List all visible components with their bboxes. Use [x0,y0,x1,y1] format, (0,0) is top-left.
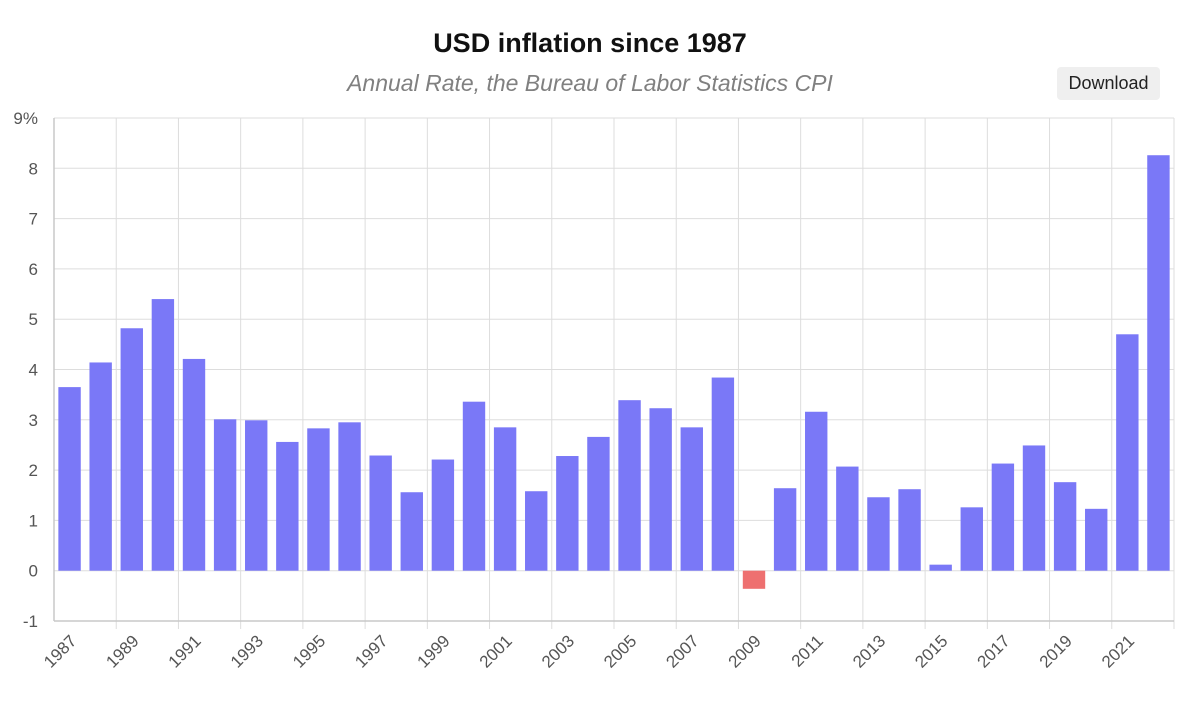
bar-1999 [431,459,455,571]
bar-2004 [587,436,610,571]
bar-2015 [929,564,952,571]
bar-2008 [711,377,735,571]
x-tick-label: 1989 [102,631,142,671]
bar-2010 [773,488,797,571]
x-tick-label: 2013 [849,631,889,671]
bar-2012 [836,466,859,571]
bar-2002 [525,491,548,571]
bar-1995 [307,428,330,571]
bar-2001 [493,427,517,571]
bar-1994 [276,441,299,571]
bar-2006 [649,408,672,571]
bar-1997 [369,455,392,571]
y-tick-label: 0 [29,562,38,581]
x-tick-label: 2005 [600,631,640,671]
bar-2014 [898,489,921,571]
x-tick-label: 2019 [1036,631,1076,671]
bar-2005 [618,400,641,571]
bar-2017 [991,463,1015,571]
x-tick-label: 2017 [974,631,1014,671]
bar-1988 [89,362,112,571]
x-tick-label: 2011 [788,631,827,670]
bar-2016 [960,507,983,571]
bar-1990 [151,299,175,571]
x-tick-label: 2009 [725,631,765,671]
x-tick-label: 1999 [414,631,454,671]
bar-1996 [338,422,361,571]
y-tick-label: 4 [29,361,38,380]
x-tick-label: 2007 [662,631,702,671]
bar-1987 [58,387,81,571]
bar-1991 [182,358,206,571]
y-tick-label: 2 [29,461,38,480]
x-tick-label: 1993 [227,631,267,671]
x-tick-label: 2021 [1098,631,1138,671]
bar-2011 [805,411,828,571]
y-tick-label: 7 [29,210,38,229]
y-tick-label: 5 [29,310,38,329]
bars [58,155,1170,589]
bar-2018 [1022,445,1046,571]
y-tick-label: 1 [29,511,38,530]
x-tick-label: 2015 [911,631,951,671]
x-tick-label: 1991 [165,631,205,671]
x-tick-label: 1995 [289,631,329,671]
bar-2000 [462,401,486,571]
y-tick-label: 9% [13,109,38,128]
bar-2013 [867,497,890,571]
bar-2007 [680,427,703,571]
chart-subtitle: Annual Rate, the Bureau of Labor Statist… [347,70,833,96]
bar-1992 [213,419,237,571]
bar-2019 [1053,482,1077,571]
y-tick-label: 8 [29,159,38,178]
x-tick-label: 1997 [351,631,391,671]
x-tick-label: 2003 [538,631,578,671]
bar-1989 [120,328,143,571]
bar-1998 [400,492,423,571]
y-tick-label: -1 [23,612,38,631]
y-tick-label: 3 [29,411,38,430]
x-tick-label: 1987 [40,631,80,671]
bar-2009 [742,570,766,589]
bar-2022 [1147,155,1170,571]
bar-2020 [1085,508,1108,571]
y-tick-label: 6 [29,260,38,279]
download-button[interactable]: Download [1057,67,1160,100]
bar-2021 [1116,334,1139,571]
bar-1993 [245,420,268,571]
bar-2003 [556,456,579,571]
x-tick-label: 2001 [476,631,516,671]
chart-title: USD inflation since 1987 [433,28,747,58]
